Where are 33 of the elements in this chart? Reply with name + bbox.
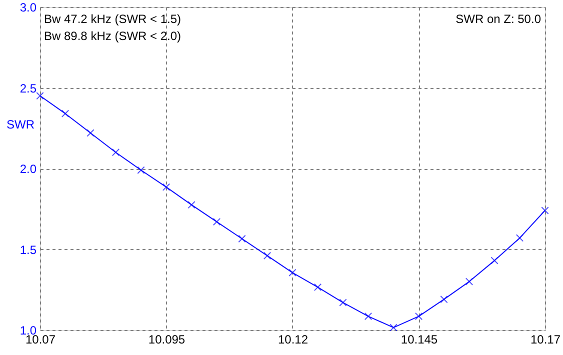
y-axis-title: SWR <box>6 118 35 132</box>
annotation: Bw 89.8 kHz (SWR < 2.0) <box>44 29 182 43</box>
x-tick-label: 10.12 <box>278 332 308 346</box>
point <box>112 148 120 156</box>
point <box>414 312 423 320</box>
point <box>162 183 170 191</box>
y-tick-label: 1.5 <box>20 242 37 257</box>
point <box>212 218 221 226</box>
point <box>364 312 372 320</box>
annotation: SWR on Z: 50.0 <box>456 12 542 26</box>
point <box>541 206 549 214</box>
point <box>86 129 94 137</box>
point <box>465 278 474 286</box>
point <box>516 234 524 242</box>
x-tick-label: 10.17 <box>530 332 561 346</box>
point <box>314 283 322 292</box>
y-tick-label: 3.0 <box>20 0 37 14</box>
point <box>440 295 448 304</box>
point <box>238 234 246 243</box>
point <box>390 324 398 332</box>
x-tick-label: 10.145 <box>400 332 438 346</box>
point <box>137 166 145 174</box>
y-tick-label: 2.0 <box>20 162 37 176</box>
x-tick-label: 10.095 <box>148 332 186 346</box>
point <box>36 92 44 100</box>
point <box>339 298 347 306</box>
point <box>61 110 70 118</box>
point <box>188 200 196 209</box>
y-tick-label: 2.5 <box>20 81 37 96</box>
point <box>288 268 296 277</box>
point <box>490 256 498 264</box>
annotation: Bw 47.2 kHz (SWR < 1.5) <box>44 12 182 26</box>
point <box>263 252 272 260</box>
